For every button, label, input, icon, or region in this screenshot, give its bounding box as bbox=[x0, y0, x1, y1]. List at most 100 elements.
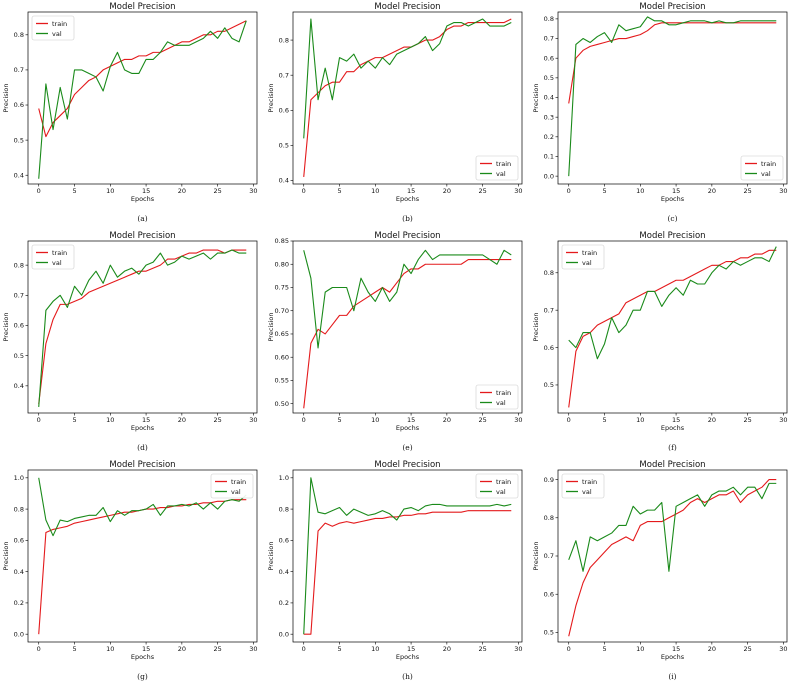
x-tick-label: 20 bbox=[443, 416, 451, 424]
data-point-train bbox=[74, 523, 75, 524]
data-point-train bbox=[375, 518, 376, 519]
x-tick-label: 30 bbox=[779, 187, 787, 195]
data-point-val bbox=[489, 259, 490, 260]
data-point-train bbox=[496, 259, 497, 260]
y-tick-label: 0.8 bbox=[544, 15, 554, 23]
chart-panel: Model Precision 0 5 10 15 20 25 30 0.0 0.1 0.2 0.3 0… bbox=[530, 0, 795, 229]
y-tick-label: 0.6 bbox=[279, 537, 289, 545]
legend-label-val: val bbox=[496, 399, 506, 407]
data-point-train bbox=[568, 636, 569, 637]
data-point-val bbox=[489, 25, 490, 26]
legend-label-val: val bbox=[496, 488, 506, 496]
data-point-train bbox=[740, 257, 741, 258]
data-point-val bbox=[360, 512, 361, 513]
data-point-train bbox=[303, 176, 304, 177]
data-point-train bbox=[360, 64, 361, 65]
data-point-val bbox=[160, 515, 161, 516]
data-point-val bbox=[181, 255, 182, 256]
data-point-val bbox=[188, 259, 189, 260]
y-tick-label: 0.5 bbox=[544, 629, 554, 637]
y-tick-label: 0.7 bbox=[544, 552, 554, 560]
data-point-val bbox=[432, 259, 433, 260]
data-point-val bbox=[52, 301, 53, 302]
data-point-val bbox=[124, 69, 125, 70]
data-point-train bbox=[145, 55, 146, 56]
data-point-train bbox=[45, 136, 46, 137]
data-point-train bbox=[196, 504, 197, 505]
data-point-val bbox=[117, 510, 118, 511]
x-tick-label: 25 bbox=[479, 645, 487, 653]
legend: train val bbox=[475, 473, 519, 499]
data-point-val bbox=[303, 250, 304, 251]
x-tick-label: 10 bbox=[371, 187, 379, 195]
data-point-train bbox=[461, 25, 462, 26]
data-point-val bbox=[633, 506, 634, 507]
x-tick-label: 25 bbox=[744, 645, 752, 653]
x-tick-label: 25 bbox=[214, 187, 222, 195]
data-point-train bbox=[446, 29, 447, 30]
data-point-train bbox=[131, 274, 132, 275]
data-point-val bbox=[776, 483, 777, 484]
data-point-val bbox=[382, 57, 383, 58]
plot-frame bbox=[557, 11, 788, 185]
y-tick-label: 0.5 bbox=[14, 352, 24, 360]
data-point-train bbox=[633, 540, 634, 541]
data-point-train bbox=[95, 518, 96, 519]
x-tick-label: 20 bbox=[443, 187, 451, 195]
data-point-train bbox=[618, 313, 619, 314]
data-point-train bbox=[239, 24, 240, 25]
data-point-val bbox=[45, 310, 46, 311]
x-tick-label: 5 bbox=[72, 645, 76, 653]
data-point-train bbox=[117, 280, 118, 281]
data-point-val bbox=[654, 291, 655, 292]
data-point-train bbox=[769, 479, 770, 480]
data-point-train bbox=[239, 499, 240, 500]
data-point-val bbox=[582, 38, 583, 39]
x-axis-label: Epochs bbox=[661, 653, 685, 661]
data-point-train bbox=[425, 39, 426, 40]
data-point-val bbox=[196, 255, 197, 256]
panel-caption: (i) bbox=[668, 672, 676, 681]
data-point-train bbox=[761, 22, 762, 23]
chart-svg: Model Precision 0 5 10 15 20 25 30 0.5 0.6 0.7 0.8 0… bbox=[532, 460, 788, 681]
data-point-val bbox=[453, 505, 454, 506]
data-point-train bbox=[425, 264, 426, 265]
data-point-train bbox=[38, 634, 39, 635]
x-tick-label: 10 bbox=[106, 645, 114, 653]
data-point-val bbox=[332, 510, 333, 511]
data-point-train bbox=[690, 502, 691, 503]
data-point-val bbox=[131, 268, 132, 269]
data-point-train bbox=[67, 108, 68, 109]
data-point-train bbox=[145, 271, 146, 272]
data-point-val bbox=[711, 272, 712, 273]
data-point-train bbox=[733, 490, 734, 491]
chart-panel: Model Precision 0 5 10 15 20 25 30 0.4 0.5 0.6 0.7 0… bbox=[0, 229, 265, 458]
data-point-train bbox=[618, 38, 619, 39]
y-tick-label: 0.7 bbox=[544, 306, 554, 314]
data-point-train bbox=[468, 510, 469, 511]
data-point-val bbox=[740, 494, 741, 495]
data-point-train bbox=[468, 22, 469, 23]
data-point-train bbox=[410, 268, 411, 269]
y-tick-label: 0.4 bbox=[279, 568, 289, 576]
data-point-val bbox=[153, 59, 154, 60]
data-point-val bbox=[339, 287, 340, 288]
data-point-val bbox=[575, 540, 576, 541]
chart-title: Model Precision bbox=[109, 231, 175, 241]
data-point-train bbox=[661, 521, 662, 522]
data-point-train bbox=[224, 31, 225, 32]
data-point-train bbox=[60, 304, 61, 305]
y-tick-label: 0.5 bbox=[544, 74, 554, 82]
data-point-train bbox=[511, 259, 512, 260]
data-point-val bbox=[174, 262, 175, 263]
data-point-val bbox=[160, 252, 161, 253]
data-point-val bbox=[683, 295, 684, 296]
y-axis-label: Precision bbox=[267, 541, 275, 570]
y-tick-label: 0.9 bbox=[544, 476, 554, 484]
data-point-train bbox=[697, 272, 698, 273]
data-point-val bbox=[375, 513, 376, 514]
data-point-train bbox=[124, 277, 125, 278]
data-point-val bbox=[475, 22, 476, 23]
data-point-train bbox=[633, 298, 634, 299]
x-tick-label: 0 bbox=[37, 416, 41, 424]
